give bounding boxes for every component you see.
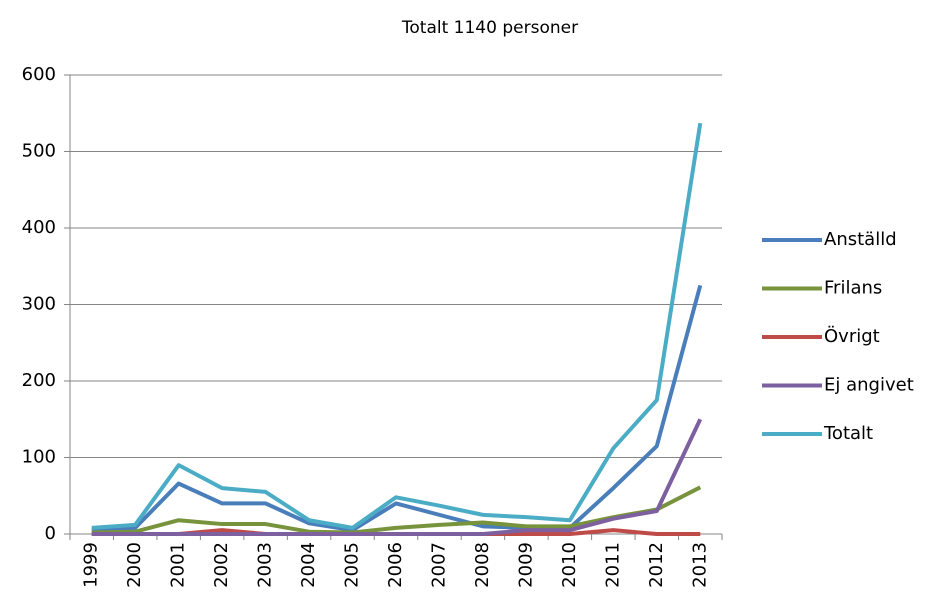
x-tick-label: 2005	[342, 542, 363, 588]
legend-label: Frilans	[824, 278, 882, 299]
y-tick-label: 200	[22, 370, 56, 391]
line-series	[91, 485, 702, 535]
legend-label: Anställd	[824, 229, 897, 250]
y-tick-label: 600	[22, 64, 56, 85]
x-tick-label: 2008	[472, 542, 493, 588]
y-tick-label: 100	[22, 447, 56, 468]
x-tick-label: 2007	[428, 542, 449, 588]
x-tick-label: 2009	[515, 542, 536, 588]
x-tick-label: 2002	[211, 542, 232, 588]
legend-label: Totalt	[823, 423, 873, 444]
legend-label: Övrigt	[824, 325, 880, 347]
y-tick-label: 500	[22, 141, 56, 162]
line-series	[91, 284, 703, 533]
line-series	[91, 418, 703, 536]
y-tick-label: 0	[45, 523, 56, 544]
line-series	[91, 122, 703, 530]
x-tick-label: 2004	[298, 542, 319, 588]
x-tick-label: 2013	[689, 542, 710, 588]
x-tick-label: 2010	[559, 542, 580, 588]
legend-label: Ej angivet	[824, 375, 914, 396]
y-tick-label: 400	[22, 217, 56, 238]
x-tick-label: 2012	[646, 542, 667, 588]
x-tick-label: 2011	[602, 542, 623, 588]
y-tick-label: 300	[22, 294, 56, 315]
chart-title: Totalt 1140 personer	[401, 18, 578, 38]
x-tick-label: 2006	[385, 542, 406, 588]
x-tick-label: 1999	[81, 542, 102, 588]
x-tick-label: 2000	[124, 542, 145, 588]
x-tick-label: 2001	[168, 542, 189, 588]
x-tick-label: 2003	[255, 542, 276, 588]
